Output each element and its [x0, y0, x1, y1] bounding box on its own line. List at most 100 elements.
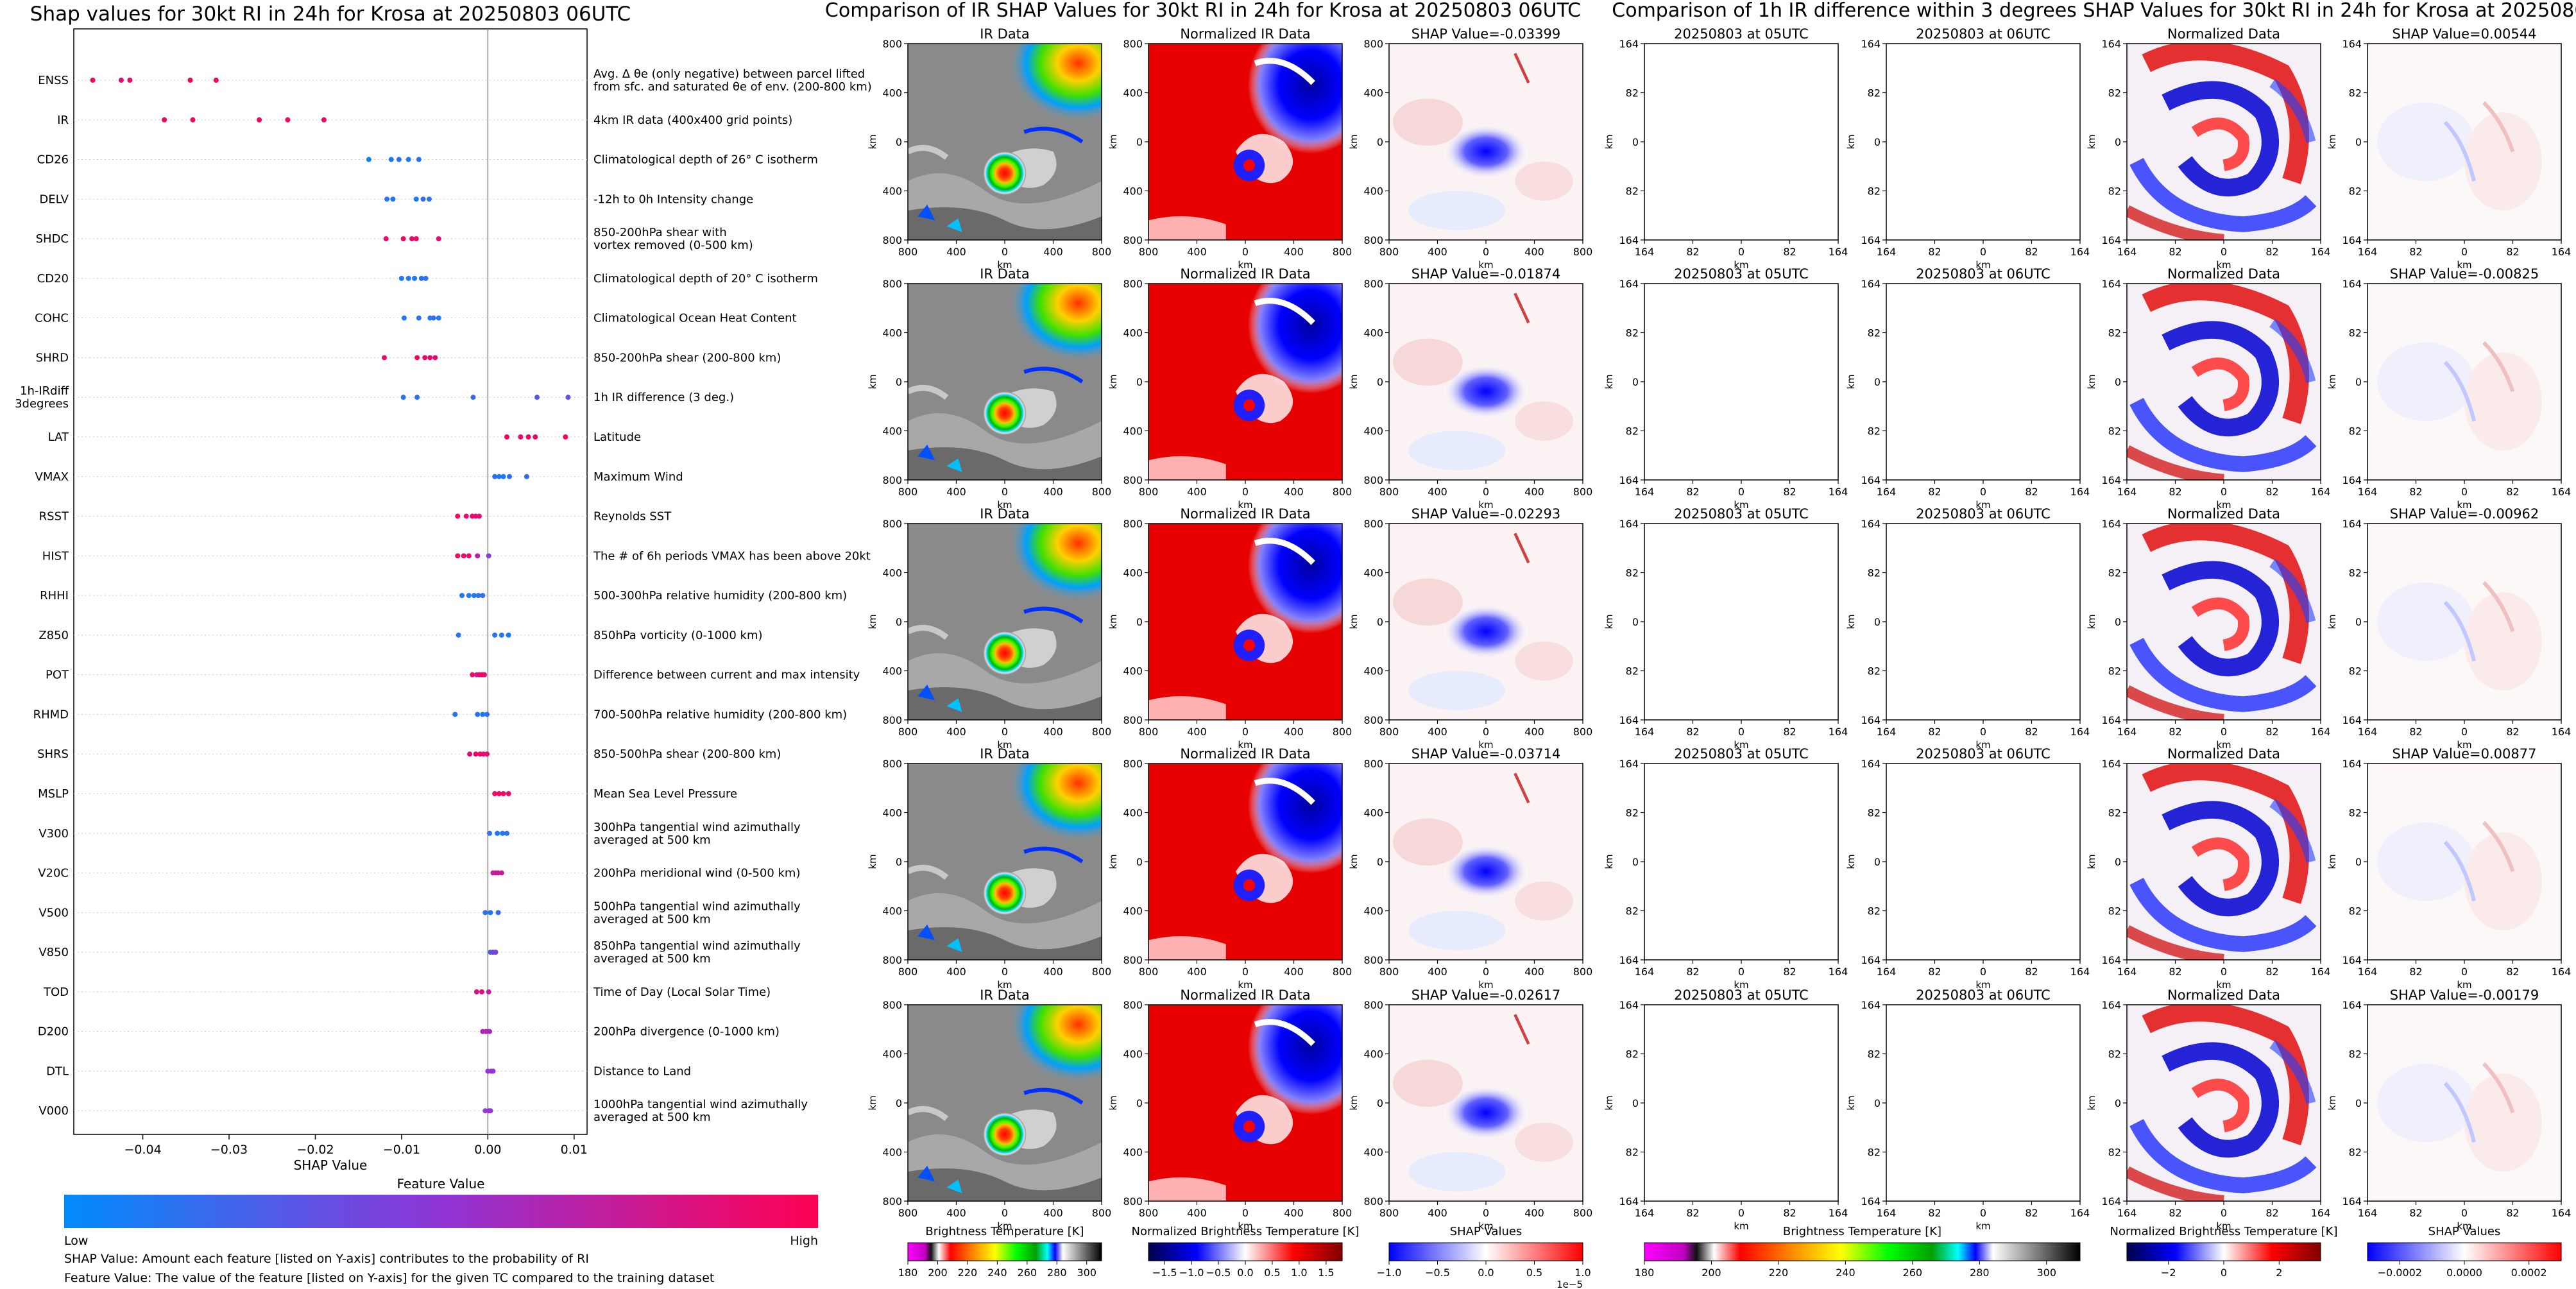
shap-point: [456, 632, 461, 638]
colorbar-gradient: [1148, 1242, 1343, 1261]
y-tick-label: 0: [1632, 136, 1639, 148]
panel-title: Normalized Data: [2167, 506, 2280, 522]
colorbar-tick-label: 0.0: [1237, 1267, 1253, 1279]
x-tick-label: 82: [2169, 486, 2181, 498]
feature-label: CD26: [37, 153, 69, 167]
x-tick-label: 800: [1092, 966, 1112, 978]
x-axis-label: km: [2216, 979, 2231, 991]
x-tick-label: 82: [2265, 1207, 2278, 1219]
x-tick-label: 0: [2461, 726, 2468, 738]
x-tick-label: 400: [1524, 1207, 1544, 1219]
x-tick-label: 164: [2358, 486, 2378, 498]
y-axis-label: km: [1845, 854, 1857, 869]
feature-label: D200: [38, 1025, 69, 1039]
x-tick-label: 0: [1980, 726, 1986, 738]
feature-description: Reynolds SST: [593, 510, 672, 524]
x-tick-label: 800: [1379, 726, 1399, 738]
image-panel: 20250803 at 05UTC1641648282008282164164k…: [1603, 26, 1848, 271]
shap-point: [409, 236, 415, 242]
x-tick-label: 82: [1783, 1207, 1796, 1219]
panel-title: 20250803 at 05UTC: [1674, 26, 1809, 42]
y-axis-label: km: [1603, 614, 1615, 629]
y-tick-label: 0: [1632, 616, 1639, 628]
x-tick-label: 164: [2552, 726, 2572, 738]
feature-description: 850hPa tangential wind azimuthally: [593, 939, 801, 953]
y-tick-label: 82: [1868, 807, 1881, 819]
x-tick-label: 82: [2025, 726, 2038, 738]
feature-description: from sfc. and saturated θe of env. (200-…: [593, 80, 872, 94]
panel-image: [1886, 763, 2081, 960]
y-tick-label: 800: [1123, 234, 1143, 246]
x-axis-label: km: [1238, 1220, 1252, 1232]
shap-point: [534, 395, 540, 400]
x-tick-label: 400: [1284, 486, 1304, 498]
x-tick-label: 164: [1877, 966, 1897, 978]
x-tick-label: 800: [1573, 486, 1593, 498]
panel-title: 20250803 at 06UTC: [1916, 987, 2051, 1003]
x-tick-label: 82: [2506, 726, 2519, 738]
panel-image: [907, 763, 1102, 960]
x-tick-label: 800: [1379, 1207, 1399, 1219]
y-tick-label: 400: [1363, 905, 1383, 918]
y-axis-label: km: [867, 854, 878, 869]
y-axis-label: km: [1845, 374, 1857, 389]
y-tick-label: 0: [1136, 376, 1143, 388]
y-tick-label: 400: [1363, 807, 1383, 819]
y-tick-label: 800: [1363, 1195, 1383, 1208]
feature-description: Climatological depth of 20° C isotherm: [593, 272, 818, 286]
y-tick-label: 0: [1874, 136, 1881, 148]
x-tick-label: 82: [1783, 726, 1796, 738]
colorbar-tick-label: 260: [1018, 1267, 1037, 1279]
shap-point: [285, 117, 291, 123]
x-tick-label: 82: [2025, 966, 2038, 978]
y-axis-label: km: [2086, 614, 2097, 629]
y-axis-label: km: [1348, 1095, 1360, 1110]
colorbar-offset: 1e−5: [1557, 1279, 1583, 1289]
x-tick-label: 400: [1043, 1207, 1063, 1219]
y-axis-label: km: [2086, 374, 2097, 389]
shap-point: [388, 157, 394, 162]
panel-title: Normalized IR Data: [1180, 987, 1310, 1003]
y-tick-label: 400: [1123, 87, 1143, 99]
y-tick-label: 800: [1123, 278, 1143, 290]
x-tick-label: 800: [1092, 246, 1112, 258]
shap-point: [525, 434, 531, 440]
y-tick-label: 82: [2108, 185, 2121, 198]
image-panel: Normalized IR Data8008004004000040040080…: [1107, 26, 1352, 271]
y-axis-label: km: [867, 1095, 878, 1110]
colorbar-tick-label: −1.0: [1179, 1267, 1204, 1279]
image-panel: 20250803 at 06UTC1641648282008282164164k…: [1845, 987, 2090, 1232]
x-tick-label: 164: [2117, 966, 2137, 978]
y-axis-label: km: [1107, 854, 1119, 869]
feature-label: TOD: [43, 986, 69, 999]
feature-description: Time of Day (Local Solar Time): [593, 986, 771, 999]
y-tick-label: 800: [1363, 758, 1383, 770]
feature-description: averaged at 500 km: [593, 912, 711, 926]
shap-point: [463, 513, 469, 519]
y-tick-label: 82: [2108, 327, 2121, 339]
shap-point: [475, 712, 481, 717]
shap-point: [382, 355, 388, 361]
x-tick-label: 0: [1002, 966, 1008, 978]
shap-point: [459, 593, 465, 599]
feature-description: Mean Sea Level Pressure: [593, 787, 737, 801]
x-tick-label: 82: [2169, 1207, 2181, 1219]
y-tick-label: 400: [882, 87, 902, 99]
y-tick-label: 800: [1123, 518, 1143, 530]
panel-image: [2126, 283, 2321, 481]
colorbar-gradient: [2367, 1242, 2562, 1261]
x-tick-label: 0: [1002, 486, 1008, 498]
x-axis-label: km: [1975, 1220, 1990, 1232]
y-tick-label: 400: [1363, 567, 1383, 579]
colorbar-gradient: [1644, 1242, 2081, 1261]
panel-title: SHAP Value=-0.00962: [2390, 506, 2539, 522]
x-tick-label: 0: [1002, 1207, 1008, 1219]
colorbar-tick-label: 220: [1769, 1267, 1789, 1279]
image-panel: SHAP Value=0.008771641648282008282164164…: [2326, 746, 2571, 991]
x-axis-label: km: [1975, 499, 1990, 511]
x-tick-label: 0: [1483, 726, 1489, 738]
y-tick-label: 400: [1363, 425, 1383, 438]
y-tick-label: 400: [882, 1147, 902, 1159]
feature-description: -12h to 0h Intensity change: [593, 192, 753, 206]
